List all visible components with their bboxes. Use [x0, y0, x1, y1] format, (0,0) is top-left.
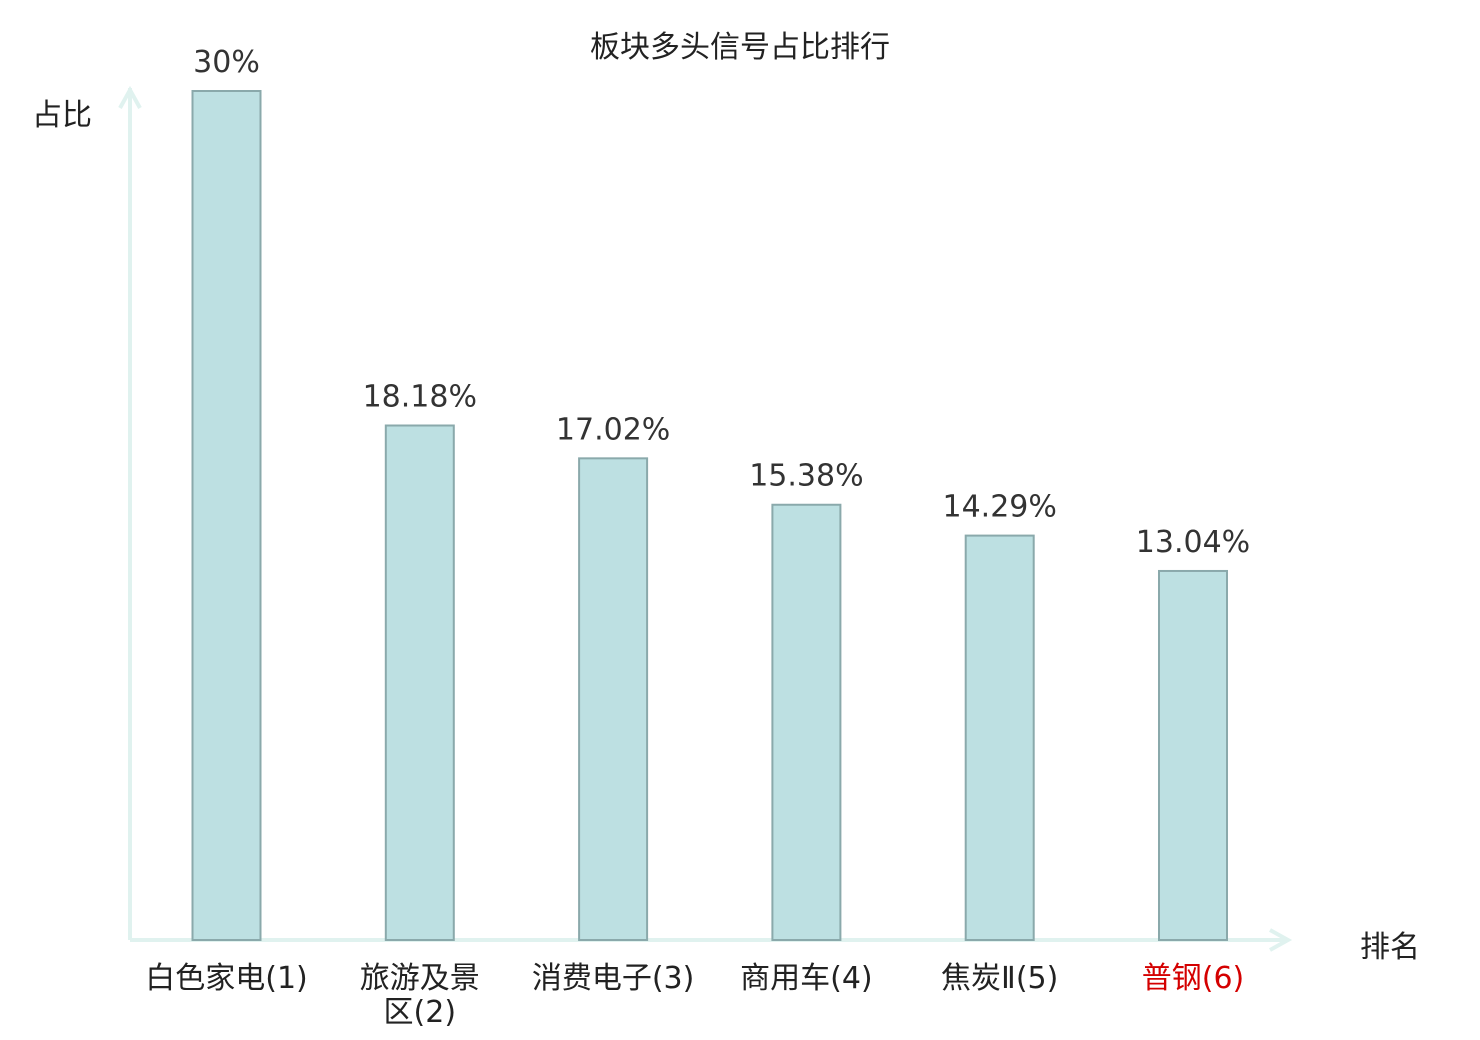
category-name: 消费电子: [531, 961, 652, 996]
category-name: 焦炭Ⅱ: [941, 961, 1016, 996]
bar: [771, 503, 842, 941]
x-tick-label: 白色家电(1): [137, 962, 317, 996]
y-axis-arrow: [118, 85, 142, 109]
bar: [191, 90, 262, 941]
data-label: 13.04%: [1136, 525, 1250, 560]
data-label: 30%: [193, 45, 260, 80]
x-tick-label: 普钢(6): [1103, 962, 1283, 996]
category-rank: (1): [265, 961, 308, 996]
category-rank: (5): [1015, 961, 1059, 996]
bar: [384, 424, 455, 942]
x-axis-label: 排名: [1360, 930, 1420, 965]
data-label: 18.18%: [363, 380, 477, 415]
bar: [1158, 569, 1228, 942]
category-name: 旅游及景区: [359, 961, 480, 1030]
x-tick-label: 旅游及景区(2): [350, 962, 490, 1030]
x-axis-arrow: [1269, 928, 1293, 952]
data-label: 17.02%: [556, 412, 670, 447]
category-rank: (6): [1201, 961, 1245, 996]
y-axis-label: 占比: [32, 98, 92, 133]
x-tick-label: 焦炭Ⅱ(5): [910, 962, 1090, 996]
x-tick-label: 商用车(4): [716, 962, 896, 996]
x-tick-label: 消费电子(3): [523, 962, 703, 996]
category-rank: (3): [651, 961, 695, 996]
data-label: 14.29%: [943, 490, 1057, 525]
bar: [578, 457, 649, 941]
category-name: 普钢: [1141, 961, 1202, 996]
category-name: 白色家电: [145, 961, 266, 996]
chart-title: 板块多头信号占比排行: [590, 30, 890, 65]
category-name: 商用车: [740, 961, 831, 996]
bar: [964, 534, 1035, 942]
category-rank: (2): [413, 995, 457, 1030]
category-rank: (4): [830, 961, 873, 996]
data-label: 15.38%: [749, 459, 863, 494]
